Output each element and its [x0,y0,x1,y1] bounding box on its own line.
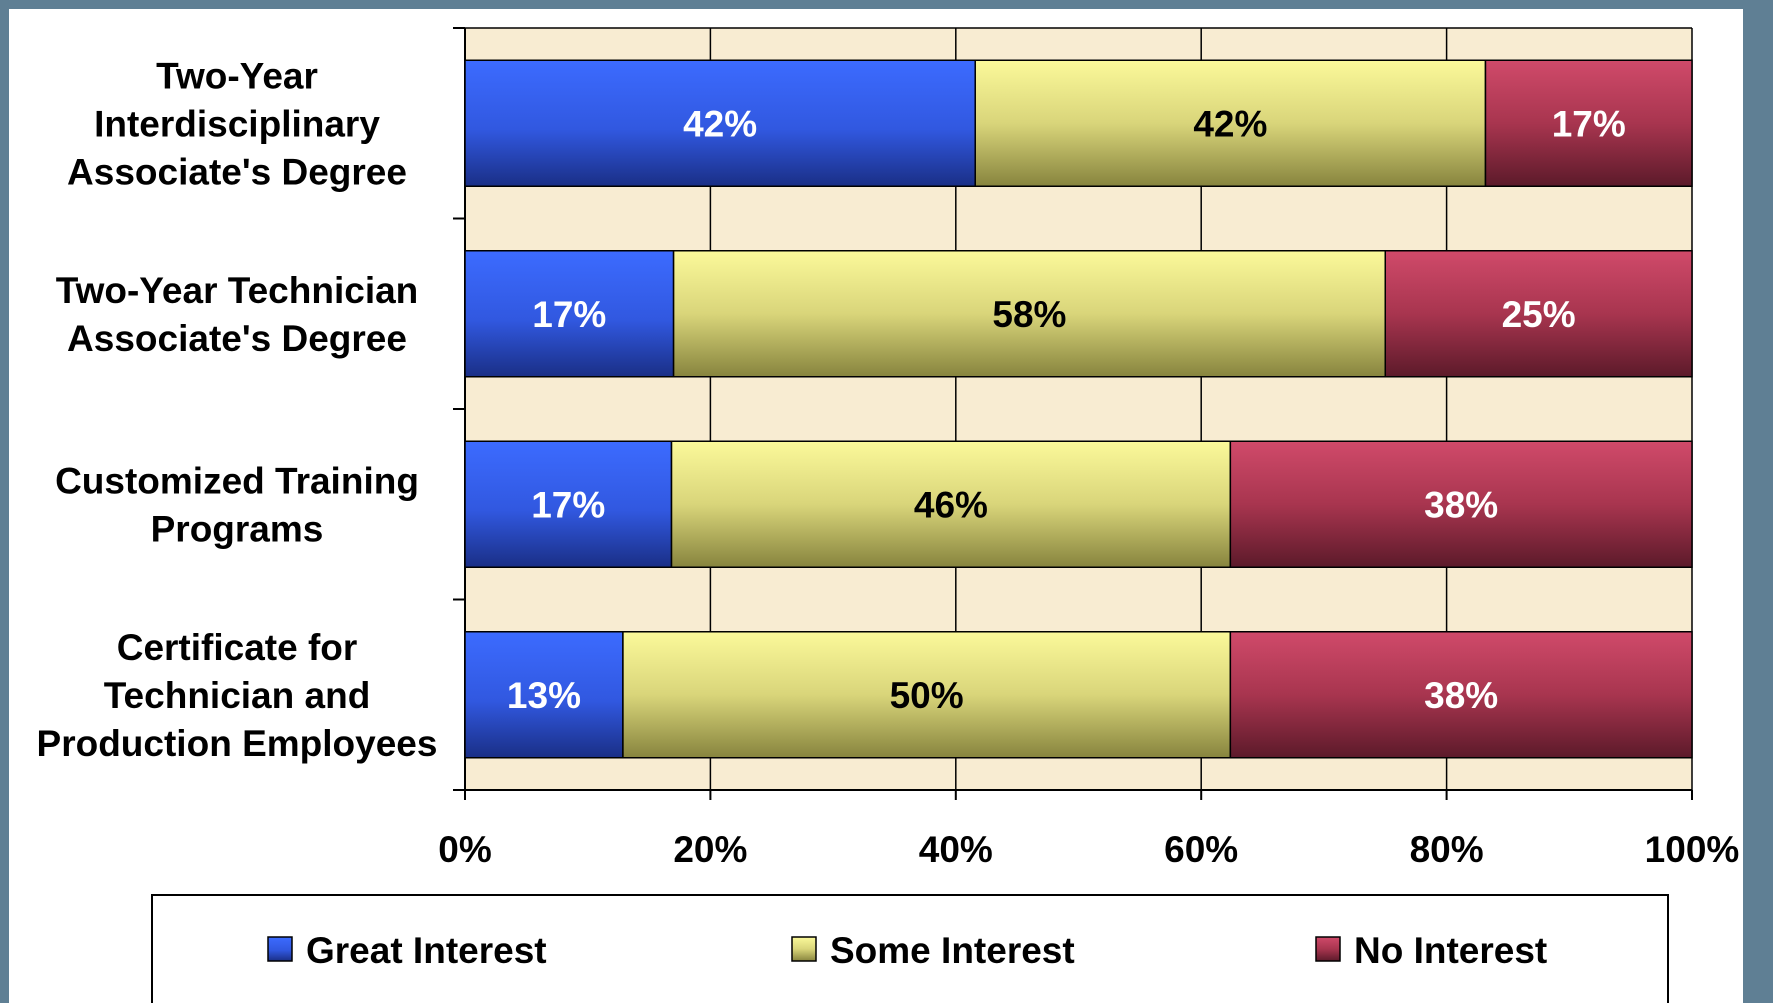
bar-segment [464,440,673,568]
bar-segment [1229,440,1693,568]
bar-segment [672,250,1386,378]
data-label: 17% [532,294,606,335]
bar-segment [464,631,624,759]
legend-label: Some Interest [830,930,1075,971]
data-label: 13% [507,675,581,716]
bar-segment [622,631,1232,759]
x-tick-label: 0% [438,829,491,870]
bar-segment [464,250,675,378]
bar-segment [1229,631,1693,759]
legend-label: Great Interest [306,930,547,971]
x-tick-label: 80% [1410,829,1484,870]
legend-box [151,894,1669,1008]
legend-label: No Interest [1354,930,1547,971]
x-tick-label: 40% [919,829,993,870]
data-label: 46% [914,484,988,525]
x-tick-label: 60% [1164,829,1238,870]
x-tick-label: 100% [1645,829,1740,870]
legend-swatch [791,936,817,962]
category-label: Customized Training Programs [55,460,419,549]
data-label: 42% [683,103,757,144]
data-label: 58% [992,294,1066,335]
data-label: 17% [1552,103,1626,144]
bar-segment [464,59,976,187]
category-label: Certificate for Technician and Production … [37,627,438,764]
bar-segment [1384,250,1693,378]
bar-segment [1484,59,1693,187]
data-label: 25% [1502,294,1576,335]
legend-swatch [267,936,293,962]
data-label: 42% [1193,103,1267,144]
bar-segment [974,59,1487,187]
data-label: 50% [890,675,964,716]
data-label: 17% [531,484,605,525]
data-label: 38% [1424,484,1498,525]
category-label: Two-Year Technician Associate's Degree [56,270,419,359]
data-label: 38% [1424,675,1498,716]
x-tick-label: 20% [673,829,747,870]
bar-segment [670,440,1232,568]
legend-swatch [1315,936,1341,962]
category-label: Two-Year Interdisciplinary Associate's Deg… [67,55,407,192]
